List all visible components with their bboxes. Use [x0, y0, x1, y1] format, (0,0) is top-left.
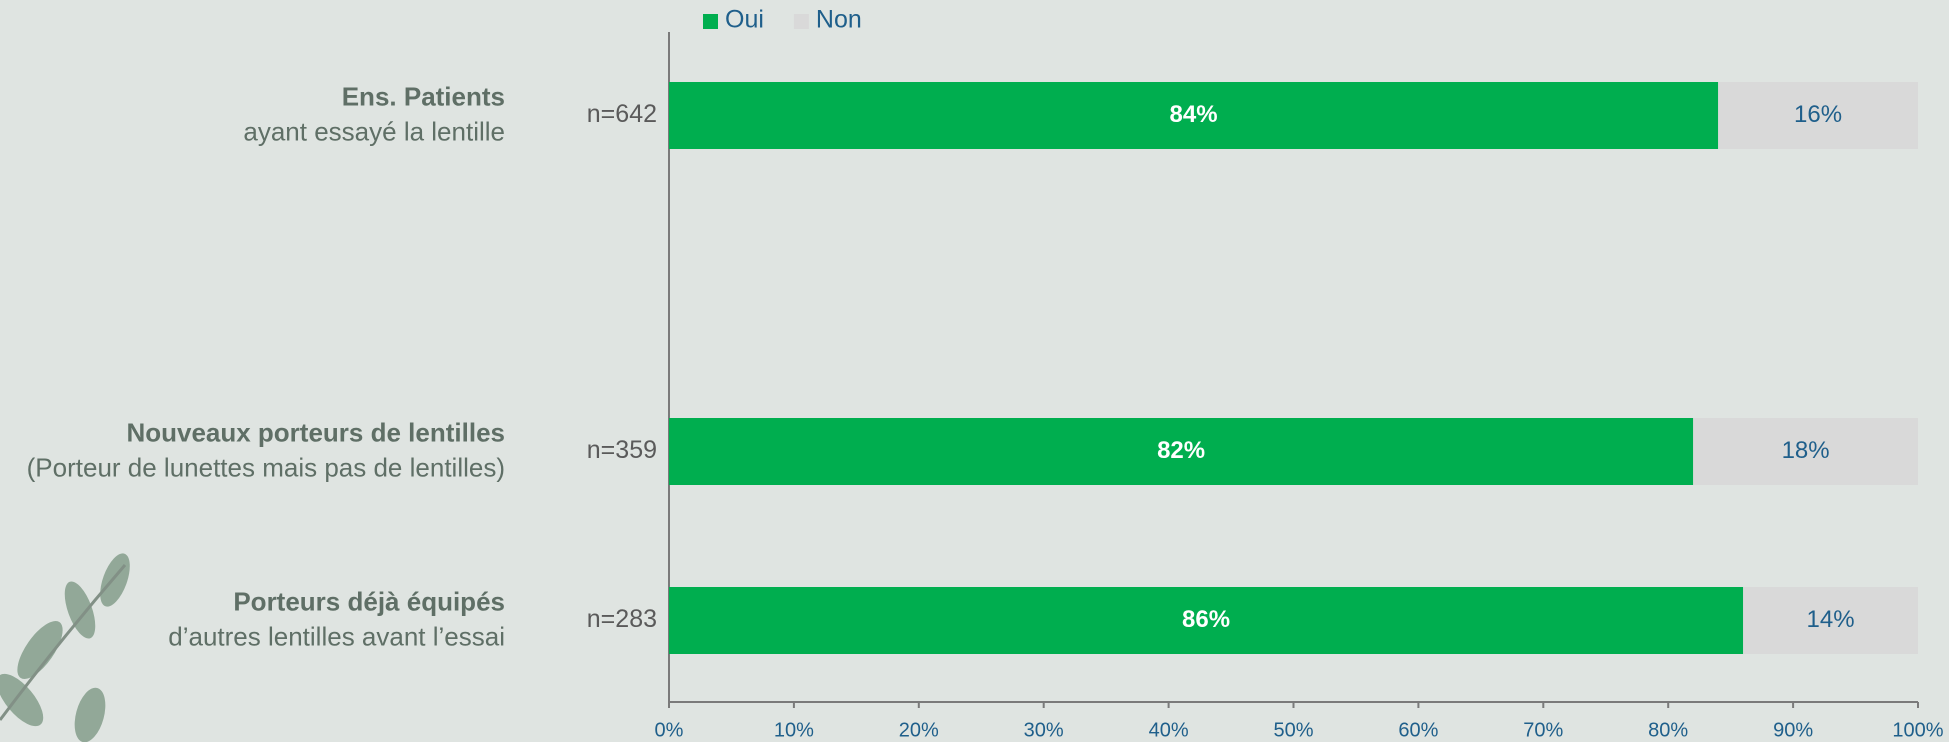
chart: 0% 10% 20% 30% 40% 50% 60% 70% 80% 90% 100% Oui Non E…: [0, 0, 1949, 742]
x-tick-label: 20%: [899, 719, 939, 741]
x-tick-label: 60%: [1398, 719, 1438, 741]
page: 0% 10% 20% 30% 40% 50% 60% 70% 80% 90% 100% Oui Non E…: [0, 0, 1949, 742]
x-tick-label: 80%: [1648, 719, 1688, 741]
x-tick-label: 70%: [1523, 719, 1563, 741]
category-title: Ens. Patients: [342, 81, 505, 111]
x-tick-label: 30%: [1024, 719, 1064, 741]
legend-swatch: [794, 14, 809, 29]
category-subtitle: (Porteur de lunettes mais pas de lentill…: [27, 452, 505, 482]
sample-size: n=642: [587, 100, 657, 128]
value-label: 16%: [1794, 101, 1842, 128]
value-label: 86%: [1182, 606, 1230, 633]
value-label: 82%: [1157, 437, 1205, 464]
value-label: 84%: [1170, 101, 1218, 128]
x-tick-label: 100%: [1892, 719, 1943, 741]
x-tick-label: 40%: [1149, 719, 1189, 741]
legend-label: Oui: [725, 6, 764, 34]
x-tick-label: 0%: [655, 719, 684, 741]
sample-size: n=283: [587, 605, 657, 633]
legend-label: Non: [816, 6, 862, 34]
sample-size: n=359: [587, 436, 657, 464]
x-tick-label: 10%: [774, 719, 814, 741]
category-subtitle: ayant essayé la lentille: [243, 116, 505, 146]
value-label: 14%: [1807, 606, 1855, 633]
legend-swatch: [703, 14, 718, 29]
x-tick-label: 50%: [1273, 719, 1313, 741]
category-title: Porteurs déjà équipés: [233, 586, 505, 616]
value-label: 18%: [1782, 437, 1830, 464]
x-tick-label: 90%: [1773, 719, 1813, 741]
category-subtitle: d’autres lentilles avant l’essai: [168, 621, 505, 651]
category-title: Nouveaux porteurs de lentilles: [126, 417, 505, 447]
